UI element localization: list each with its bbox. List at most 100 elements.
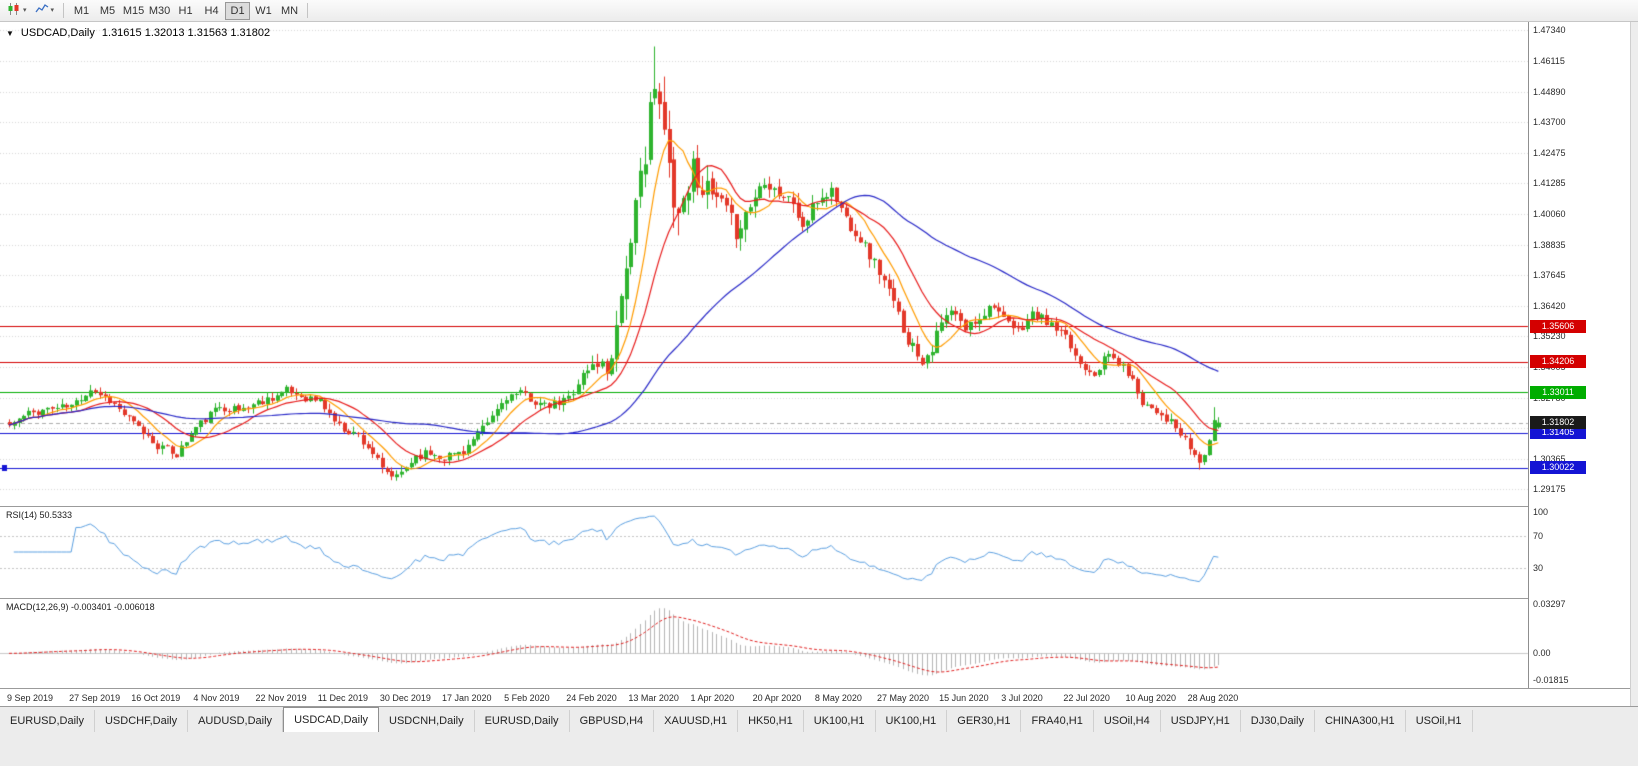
- y-axis-label: 1.43700: [1533, 117, 1566, 128]
- symbol-tab-audusd-daily[interactable]: AUDUSD,Daily: [188, 710, 284, 732]
- x-axis-label: 15 Jun 2020: [939, 693, 989, 703]
- collapse-triangle-icon[interactable]: ▼: [6, 28, 14, 38]
- y-axis-label: 1.36420: [1533, 300, 1566, 311]
- macd-axis-label: 0.03297: [1533, 599, 1566, 610]
- symbol-tab-usdchf-daily[interactable]: USDCHF,Daily: [95, 710, 189, 732]
- symbol-tab-usdcad-daily[interactable]: USDCAD,Daily: [283, 707, 380, 732]
- window-bottom-edge: [0, 732, 1638, 766]
- x-axis-label: 24 Feb 2020: [566, 693, 617, 703]
- chevron-down-icon: ▾: [23, 7, 27, 14]
- rsi-axis-label: 70: [1533, 531, 1544, 541]
- price-line-label: 1.31405: [1530, 426, 1586, 440]
- y-axis-label: 1.30365: [1533, 453, 1566, 464]
- x-axis-label: 4 Nov 2019: [193, 693, 240, 703]
- rsi-axis-label: 100: [1533, 507, 1549, 517]
- timeframe-button-mn[interactable]: MN: [277, 2, 302, 20]
- y-axis-label: 1.46115: [1533, 56, 1565, 67]
- x-axis-label: 8 May 2020: [814, 693, 862, 703]
- vertical-scrollbar[interactable]: [1630, 22, 1638, 706]
- chart-tab-bar: EURUSD,Daily USDCHF,Daily AUDUSD,Daily USDC…: [0, 706, 1638, 732]
- symbol-tab-uk100-h1[interactable]: UK100,H1: [804, 710, 876, 732]
- timeframe-button-h4[interactable]: H4: [199, 2, 224, 20]
- symbol-tab-usoil-h4[interactable]: USOil,H4: [1094, 710, 1161, 732]
- panel-splitter[interactable]: [0, 506, 1638, 507]
- price-line-label: 1.33011: [1530, 385, 1586, 399]
- x-axis-label: 22 Nov 2019: [255, 693, 307, 703]
- chart-title: ▼ USDCAD,Daily 1.31615 1.32013 1.31563 1…: [6, 27, 270, 39]
- symbol-tab-gbpusd-h4[interactable]: GBPUSD,H4: [570, 710, 655, 732]
- timeframe-button-m1[interactable]: M1: [69, 2, 94, 20]
- rsi-indicator-canvas[interactable]: [0, 507, 1638, 598]
- y-axis-label: 1.47340: [1533, 25, 1566, 36]
- x-axis-label: 1 Apr 2020: [690, 693, 735, 703]
- macd-indicator-canvas[interactable]: [0, 599, 1638, 688]
- price-axis[interactable]: 1.47340 1.46115 1.44890 1.43700 1.42475 1.412…: [1528, 22, 1630, 688]
- y-axis-label: 1.38835: [1533, 239, 1566, 250]
- rsi-label: RSI(14) 50.5333: [6, 510, 73, 520]
- y-axis-label: 1.41285: [1533, 178, 1566, 189]
- symbol-tab-usdjpy-h1[interactable]: USDJPY,H1: [1161, 710, 1241, 732]
- indicators-button[interactable]: ▾: [31, 2, 59, 20]
- x-axis-label: 10 Aug 2020: [1125, 693, 1177, 703]
- x-axis-label: 9 Sep 2019: [7, 693, 54, 703]
- timeframe-button-w1[interactable]: W1: [251, 2, 276, 20]
- timeframe-button-m30[interactable]: M30: [147, 2, 172, 20]
- panel-splitter[interactable]: [0, 598, 1638, 599]
- price-line-label: 1.30022: [1530, 461, 1586, 475]
- macd-axis-label: 0.00: [1533, 648, 1551, 659]
- y-axis-label: 1.44890: [1533, 86, 1566, 97]
- macd-panel: MACD(12,26,9) -0.003401 -0.006018: [0, 599, 1638, 688]
- chevron-down-icon: ▾: [50, 7, 55, 14]
- symbol-tab-uk100-h1[interactable]: UK100,H1: [876, 710, 948, 732]
- x-axis-label: 28 Aug 2020: [1187, 693, 1239, 703]
- symbol-tab-fra40-h1[interactable]: FRA40,H1: [1021, 710, 1094, 732]
- price-line-label: 1.34206: [1530, 355, 1586, 369]
- x-axis-label: 20 Apr 2020: [752, 693, 802, 703]
- rsi-panel: RSI(14) 50.5333: [0, 507, 1638, 598]
- x-axis-label: 30 Dec 2019: [379, 693, 431, 703]
- x-axis-label: 3 Jul 2020: [1001, 693, 1043, 703]
- symbol-tab-usdcnh-daily[interactable]: USDCNH,Daily: [379, 710, 475, 732]
- price-line-label: 1.35606: [1530, 319, 1586, 333]
- timeframe-button-m15[interactable]: M15: [121, 2, 146, 20]
- chart-title-symbol: USDCAD,Daily: [20, 27, 95, 39]
- x-axis-label: 16 Oct 2019: [131, 693, 181, 703]
- x-axis-label: 22 Jul 2020: [1063, 693, 1110, 703]
- main-chart-canvas[interactable]: [0, 22, 1638, 506]
- bid-price-label: 1.31802: [1530, 416, 1586, 430]
- toolbar-separator: [307, 3, 309, 18]
- timeframe-group: M1 M5 M15 M30 H1 H4 D1 W1 MN: [69, 1, 302, 20]
- symbol-tab-xauusd-h1[interactable]: XAUUSD,H1: [654, 710, 739, 732]
- top-toolbar: ▾ ▾ M1 M5 M15 M30 H1 H4 D1 W1 MN: [0, 0, 1638, 22]
- symbol-tab-hk50-h1[interactable]: HK50,H1: [738, 710, 804, 732]
- y-axis-label: 1.40060: [1533, 208, 1566, 219]
- x-axis-label: 27 Sep 2019: [69, 693, 121, 703]
- chart-type-button[interactable]: ▾: [3, 2, 31, 20]
- chart-title-ohlc: 1.31615 1.32013 1.31563 1.31802: [101, 27, 271, 39]
- symbol-tab-eurusd-daily[interactable]: EURUSD,Daily: [475, 710, 570, 732]
- y-axis-label: 1.42475: [1533, 147, 1566, 158]
- symbol-tab-eurusd-daily[interactable]: EURUSD,Daily: [0, 710, 95, 732]
- rsi-axis-label: 30: [1533, 563, 1544, 573]
- timeframe-button-d1[interactable]: D1: [225, 1, 251, 20]
- symbol-tab-ger30-h1[interactable]: GER30,H1: [947, 710, 1022, 732]
- x-axis-label: 13 Mar 2020: [628, 693, 679, 703]
- date-axis[interactable]: 9 Sep 2019 27 Sep 2019 16 Oct 2019 4 Nov 20…: [0, 688, 1638, 706]
- timeframe-button-h1[interactable]: H1: [173, 2, 198, 20]
- chart-window: ▼ USDCAD,Daily 1.31615 1.32013 1.31563 1…: [0, 22, 1638, 706]
- macd-label: MACD(12,26,9) -0.003401 -0.006018: [6, 602, 155, 612]
- y-axis-label: 1.37645: [1533, 269, 1566, 280]
- timeframe-button-m5[interactable]: M5: [95, 2, 120, 20]
- symbol-tab-dj30-daily[interactable]: DJ30,Daily: [1241, 710, 1315, 732]
- macd-axis-label: -0.01815: [1533, 675, 1569, 686]
- x-axis-label: 17 Jan 2020: [441, 693, 492, 703]
- toolbar-separator: [63, 3, 65, 18]
- y-axis-label: 1.29175: [1533, 483, 1566, 494]
- symbol-tab-usoil-h1[interactable]: USOil,H1: [1406, 710, 1473, 732]
- x-axis-label: 27 May 2020: [876, 693, 929, 703]
- line-chart-icon: [34, 3, 49, 18]
- x-axis-label: 11 Dec 2019: [317, 693, 369, 703]
- x-axis-label: 5 Feb 2020: [504, 693, 550, 703]
- symbol-tab-china300-h1[interactable]: CHINA300,H1: [1315, 710, 1406, 732]
- candlestick-chart-icon: [7, 3, 21, 18]
